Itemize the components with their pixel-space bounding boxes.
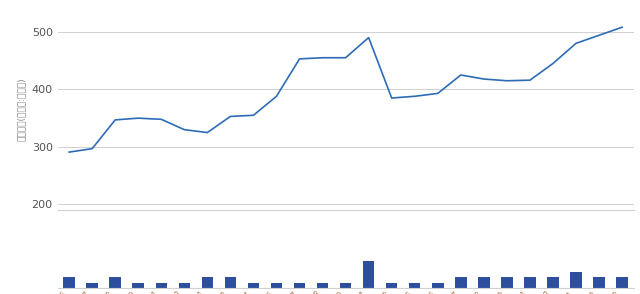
- Bar: [271, 283, 282, 288]
- Bar: [179, 283, 190, 288]
- Bar: [570, 272, 582, 288]
- Bar: [409, 283, 420, 288]
- Bar: [317, 283, 328, 288]
- Y-axis label: 거래금액(단만원:백만원): 거래금액(단만원:백만원): [17, 78, 26, 141]
- Bar: [524, 277, 536, 288]
- Bar: [202, 277, 213, 288]
- Bar: [455, 277, 467, 288]
- Bar: [547, 277, 559, 288]
- Bar: [593, 277, 605, 288]
- Bar: [63, 277, 75, 288]
- Bar: [86, 283, 98, 288]
- Bar: [363, 261, 374, 288]
- Bar: [501, 277, 513, 288]
- Bar: [132, 283, 144, 288]
- Bar: [386, 283, 397, 288]
- Bar: [109, 277, 121, 288]
- Bar: [156, 283, 167, 288]
- Bar: [225, 277, 236, 288]
- Bar: [340, 283, 351, 288]
- Bar: [432, 283, 444, 288]
- Bar: [616, 277, 628, 288]
- Bar: [294, 283, 305, 288]
- Bar: [478, 277, 490, 288]
- Bar: [248, 283, 259, 288]
